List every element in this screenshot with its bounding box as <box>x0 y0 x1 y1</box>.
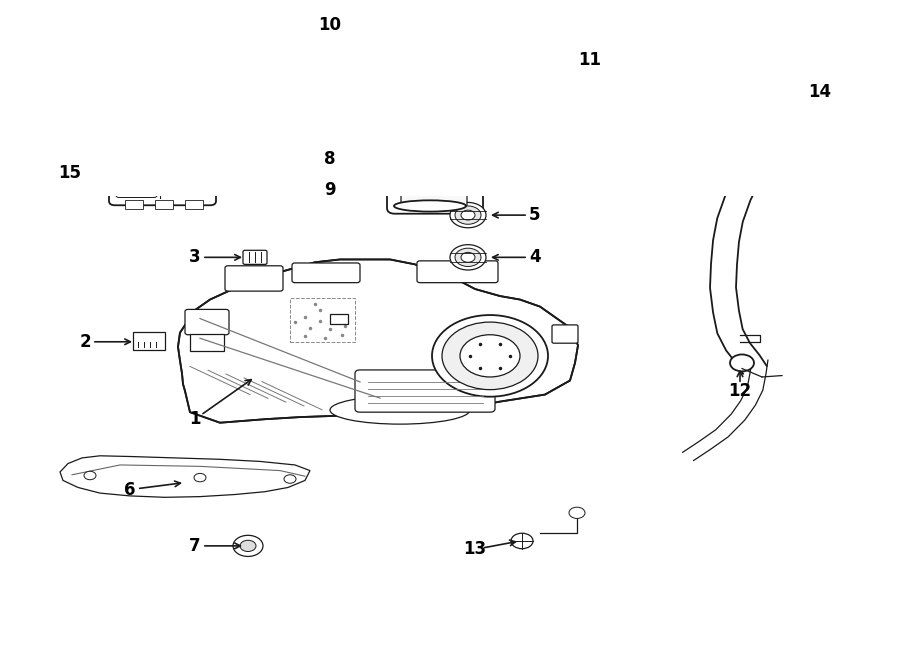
Text: 7: 7 <box>189 537 201 555</box>
Circle shape <box>442 322 538 390</box>
Bar <box>420 126 429 134</box>
Circle shape <box>455 248 481 267</box>
Text: 13: 13 <box>464 540 487 559</box>
FancyBboxPatch shape <box>133 332 165 350</box>
FancyBboxPatch shape <box>401 131 467 207</box>
Text: 1: 1 <box>189 410 201 428</box>
FancyBboxPatch shape <box>225 265 283 291</box>
Circle shape <box>461 252 475 262</box>
FancyBboxPatch shape <box>552 325 578 343</box>
Ellipse shape <box>591 42 629 58</box>
FancyBboxPatch shape <box>190 334 224 351</box>
Ellipse shape <box>330 396 470 424</box>
Circle shape <box>511 533 533 549</box>
Text: 3: 3 <box>189 248 201 266</box>
Bar <box>130 144 140 150</box>
Circle shape <box>194 473 206 482</box>
Circle shape <box>455 206 481 224</box>
FancyBboxPatch shape <box>355 370 495 412</box>
Ellipse shape <box>395 185 435 193</box>
FancyBboxPatch shape <box>292 263 360 283</box>
Bar <box>444 126 453 134</box>
FancyBboxPatch shape <box>387 122 483 214</box>
Circle shape <box>432 315 548 397</box>
Bar <box>155 200 173 209</box>
Bar <box>165 144 175 150</box>
Circle shape <box>404 5 460 45</box>
Circle shape <box>461 211 475 220</box>
Text: 15: 15 <box>58 164 82 182</box>
Text: 9: 9 <box>324 181 336 199</box>
Circle shape <box>240 540 256 551</box>
Polygon shape <box>60 456 310 497</box>
Ellipse shape <box>394 201 466 212</box>
Text: 4: 4 <box>529 248 541 266</box>
Text: 5: 5 <box>529 206 541 224</box>
FancyBboxPatch shape <box>511 40 541 81</box>
FancyBboxPatch shape <box>116 152 157 197</box>
FancyBboxPatch shape <box>109 144 216 205</box>
Circle shape <box>84 471 96 480</box>
Bar <box>125 200 143 209</box>
Ellipse shape <box>389 183 441 195</box>
Circle shape <box>394 0 470 52</box>
Circle shape <box>284 475 296 483</box>
Circle shape <box>730 354 754 371</box>
Text: 11: 11 <box>579 51 601 70</box>
Circle shape <box>450 203 486 228</box>
Text: 14: 14 <box>808 83 832 101</box>
FancyBboxPatch shape <box>417 261 498 283</box>
Bar <box>185 144 195 150</box>
Bar <box>330 314 348 324</box>
FancyBboxPatch shape <box>185 309 229 335</box>
Circle shape <box>569 507 585 518</box>
Circle shape <box>414 149 442 169</box>
Circle shape <box>450 245 486 270</box>
Bar <box>408 126 417 134</box>
Text: 10: 10 <box>319 16 341 34</box>
Polygon shape <box>788 101 855 118</box>
Bar <box>185 200 203 209</box>
Bar <box>432 126 441 134</box>
Text: 2: 2 <box>79 333 91 351</box>
FancyBboxPatch shape <box>243 250 267 264</box>
Polygon shape <box>178 260 578 423</box>
Text: 8: 8 <box>324 150 336 167</box>
Circle shape <box>233 536 263 557</box>
Circle shape <box>460 335 520 377</box>
Circle shape <box>406 144 450 174</box>
Text: 12: 12 <box>728 382 752 400</box>
Text: 6: 6 <box>124 481 136 498</box>
Bar <box>290 298 355 342</box>
